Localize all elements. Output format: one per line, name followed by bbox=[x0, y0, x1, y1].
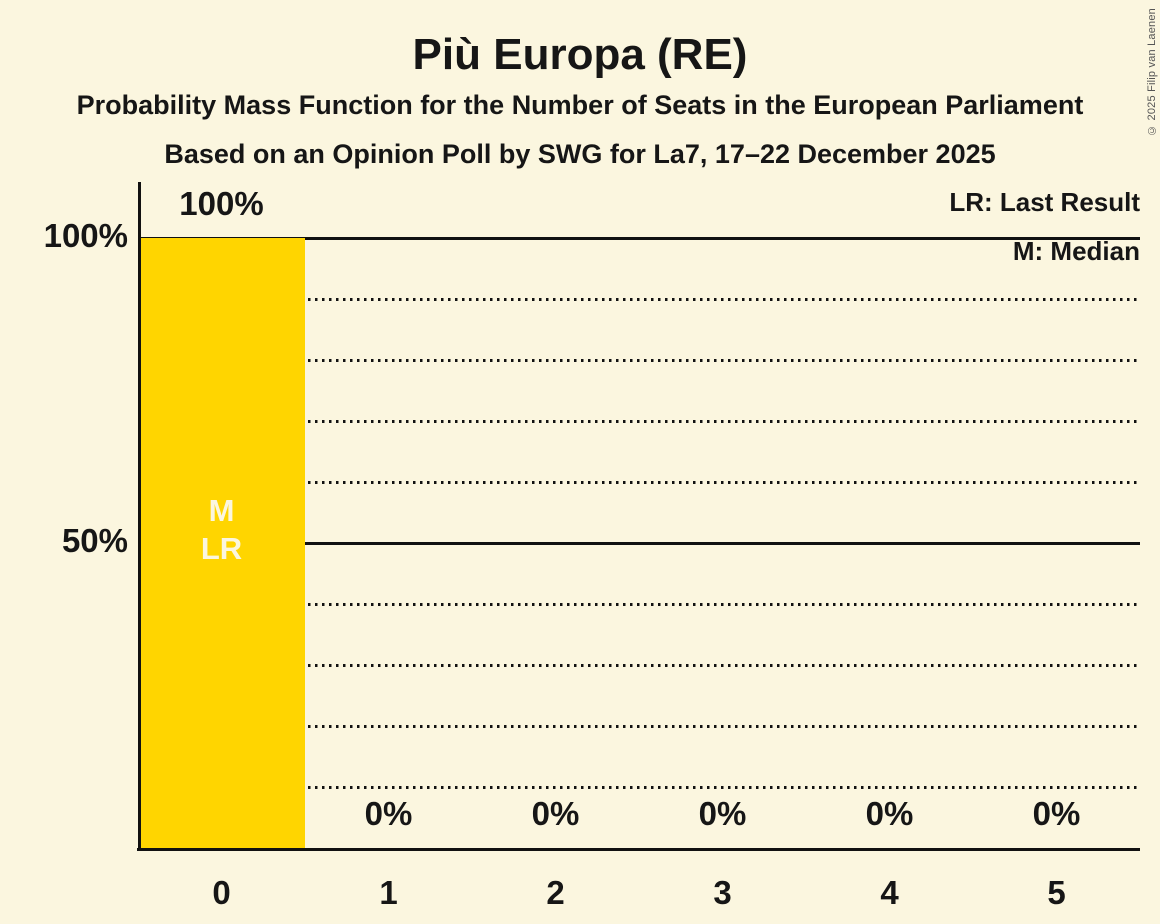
bar-value-label: 0% bbox=[364, 795, 413, 832]
minor-gridline bbox=[140, 419, 1140, 423]
bar-value-label: 0% bbox=[865, 795, 914, 832]
legend-entry-median: M: Median bbox=[1012, 236, 1140, 266]
bar-value-label: 0% bbox=[531, 795, 580, 832]
bar-value-label: 0% bbox=[698, 795, 747, 832]
median-last-result-annotation: M LR bbox=[138, 492, 305, 568]
major-gridline bbox=[140, 236, 1140, 240]
minor-gridline bbox=[140, 663, 1140, 667]
major-gridline bbox=[140, 541, 1140, 545]
annotation-line: M bbox=[208, 493, 235, 528]
minor-gridline bbox=[140, 602, 1140, 606]
chart-title: Più Europa (RE) bbox=[412, 30, 748, 79]
probability-bar bbox=[141, 238, 305, 848]
x-axis-tick-label: 3 bbox=[713, 874, 732, 911]
x-axis-tick-label: 2 bbox=[546, 874, 565, 911]
y-axis-line bbox=[138, 182, 141, 851]
y-axis-tick-label: 50% bbox=[61, 522, 128, 559]
minor-gridline bbox=[140, 724, 1140, 728]
bar-value-label: 0% bbox=[1032, 795, 1081, 832]
x-axis-tick-label: 5 bbox=[1047, 874, 1066, 911]
annotation-line: LR bbox=[200, 531, 243, 566]
bar-value-label: 100% bbox=[179, 185, 264, 222]
x-axis-tick-label: 4 bbox=[880, 874, 899, 911]
chart-subtitle: Probability Mass Function for the Number… bbox=[76, 90, 1084, 120]
chart-source-line: Based on an Opinion Poll by SWG for La7,… bbox=[164, 139, 996, 169]
x-axis-tick-label: 0 bbox=[212, 874, 231, 911]
x-axis-tick-label: 1 bbox=[379, 874, 398, 911]
y-axis-tick-label: 100% bbox=[43, 217, 128, 254]
legend-entry-last-result: LR: Last Result bbox=[949, 187, 1140, 217]
minor-gridline bbox=[140, 358, 1140, 362]
x-axis-line bbox=[137, 848, 1140, 851]
minor-gridline bbox=[140, 297, 1140, 301]
minor-gridline bbox=[140, 480, 1140, 484]
minor-gridline bbox=[140, 785, 1140, 789]
